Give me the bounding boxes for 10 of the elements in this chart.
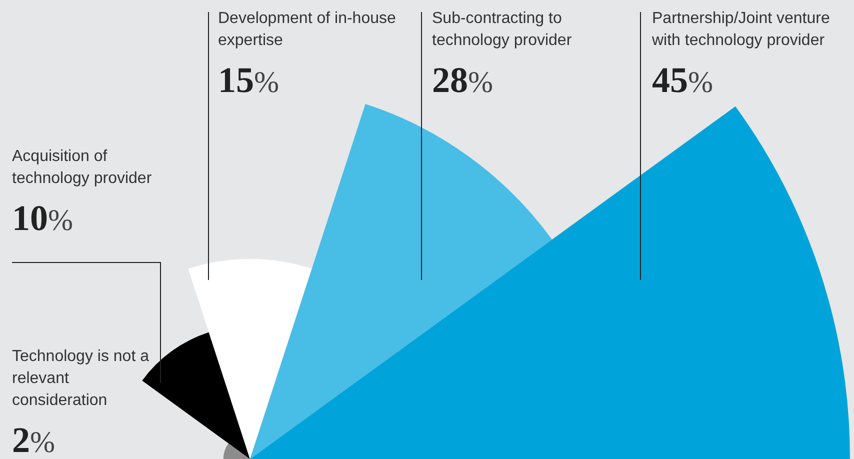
category-label: Partnership/Joint venture with technology provider (652, 9, 831, 51)
data-label: 2% (12, 420, 55, 459)
data-label: 28% (432, 60, 493, 100)
data-label: 10% (12, 198, 73, 238)
category-label: Sub-contracting to technology provider (432, 9, 573, 51)
category-label: Development of in-house expertise (218, 9, 397, 51)
category-label: Acquisition of technology provider (12, 147, 152, 189)
category-label: Technology is not a relevant consideration (12, 347, 150, 411)
data-label: 15% (218, 60, 279, 100)
data-label: 45% (652, 60, 713, 100)
